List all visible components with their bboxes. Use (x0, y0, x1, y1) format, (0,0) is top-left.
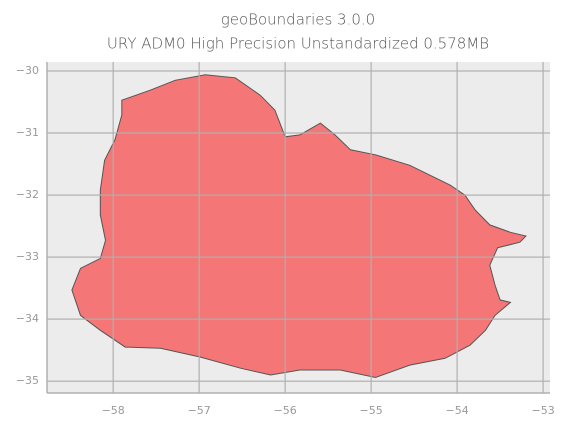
x-tick-label: −56 (274, 404, 297, 417)
y-tick-label: −32 (16, 188, 39, 201)
x-tick-label: −57 (188, 404, 211, 417)
x-tick-label: −55 (360, 404, 383, 417)
x-tick-label: −53 (532, 404, 555, 417)
country-outline (71, 74, 527, 379)
x-tick-label: −58 (102, 404, 125, 417)
x-tick-label: −54 (446, 404, 469, 417)
y-tick-label: −30 (16, 64, 39, 77)
y-tick-label: −34 (16, 312, 39, 325)
chart-title: geoBoundaries 3.0.0 (221, 11, 375, 29)
chart-subtitle: URY ADM0 High Precision Unstandardized 0… (107, 35, 489, 53)
y-tick-label: −35 (16, 374, 39, 387)
y-tick-label: −33 (16, 250, 39, 263)
y-tick-label: −31 (16, 126, 39, 139)
